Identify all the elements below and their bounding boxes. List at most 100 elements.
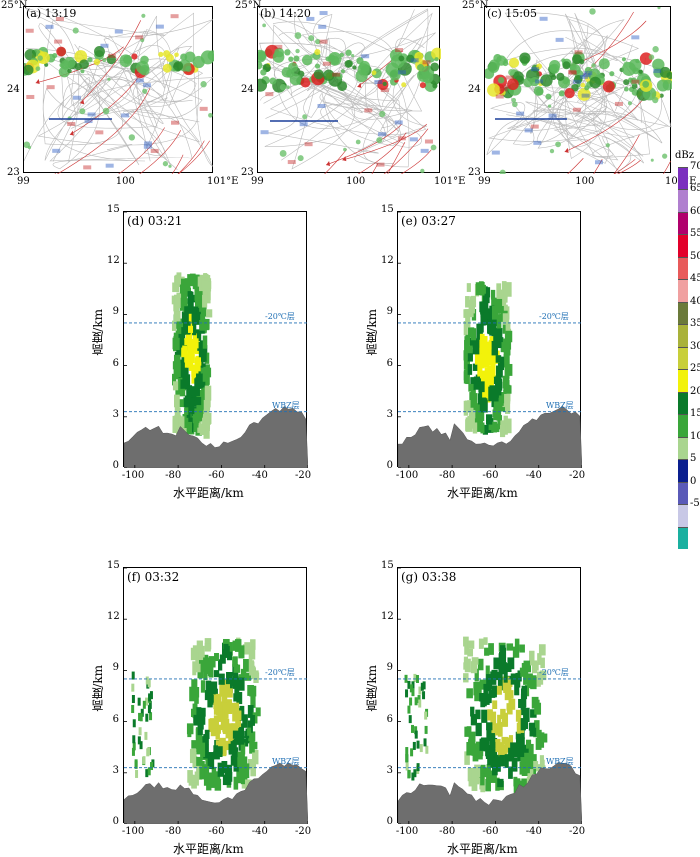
y-tick-f-5: 15	[107, 560, 120, 571]
colorbar-label: 35	[690, 318, 700, 330]
y-tick-g-1: 3	[386, 764, 393, 776]
ref-label-wbz-g: WBZ层	[546, 756, 574, 766]
lon-tick-c-0: 99	[478, 176, 491, 187]
map-label-a: (a) 13:19	[26, 7, 77, 20]
y-axis-label-d: 高度/km	[91, 309, 105, 356]
map-plot-b	[258, 8, 441, 174]
lat-mid-c: 24	[468, 83, 481, 95]
colorbar-segment	[678, 436, 688, 460]
y-tick-g-3: 9	[386, 662, 393, 674]
colorbar-segment	[678, 346, 688, 370]
x-axis-label-e: 水平距离/km	[447, 486, 518, 500]
colorbar-segment	[678, 481, 688, 505]
lat-mid-b: 24	[241, 83, 254, 95]
colorbar-label: 45	[690, 273, 700, 285]
map-panel-b	[257, 6, 441, 174]
section-label-g: (g) 03:38	[401, 570, 457, 584]
y-tick-f-4: 12	[107, 611, 120, 623]
colorbar-label: 55	[690, 228, 700, 240]
lat-bot-c: 23	[468, 167, 481, 178]
y-tick-g-0: 0	[386, 816, 393, 827]
y-tick-f-1: 3	[112, 764, 119, 776]
x-tick-d-1: -80	[165, 470, 182, 481]
y-tick-g-5: 15	[381, 560, 394, 571]
ref-label-wbz-d: WBZ层	[272, 400, 300, 410]
y-axis-label-f: 高度/km	[91, 665, 105, 712]
lat-bot-b: 23	[241, 167, 254, 178]
x-tick-d-2: -60	[208, 470, 225, 481]
x-tick-e-2: -60	[482, 470, 499, 481]
x-tick-d-3: -40	[251, 470, 268, 481]
y-tick-e-1: 3	[386, 408, 393, 420]
lon-tick-c-1: 100	[575, 176, 595, 187]
colorbar-label: 20	[690, 385, 700, 397]
x-tick-f-0: -100	[121, 826, 145, 837]
section-label-d: (d) 03:21	[127, 214, 183, 228]
colorbar-segment	[678, 279, 688, 303]
colorbar-label: 15	[690, 408, 700, 420]
x-tick-g-0: -100	[395, 826, 419, 837]
colorbar-label: 70	[690, 161, 700, 172]
y-tick-g-4: 12	[381, 611, 394, 623]
x-tick-f-3: -40	[251, 826, 268, 837]
colorbar-label: -5	[690, 498, 700, 510]
colorbar-unit: dBz	[675, 150, 695, 161]
ref-label-minus20-g: -20℃层	[539, 667, 569, 677]
colorbar-segment	[678, 526, 688, 550]
colorbar-segment	[678, 301, 688, 325]
section-panel-d	[123, 211, 308, 468]
section-panel-g	[397, 567, 582, 824]
colorbar-label: 30	[690, 340, 700, 352]
colorbar-segment	[678, 189, 688, 213]
ref-label-minus20-e: -20℃层	[539, 311, 569, 321]
map-plot-a	[24, 7, 214, 174]
lat-bot-a: 23	[7, 167, 20, 178]
colorbar-label: 25	[690, 363, 700, 375]
colorbar-segment	[678, 167, 688, 190]
y-tick-f-2: 6	[112, 713, 119, 725]
lat-top-c: 25°N	[462, 0, 489, 11]
y-axis-label-g: 高度/km	[365, 665, 379, 712]
colorbar-segment	[678, 504, 688, 528]
y-tick-d-1: 3	[112, 408, 119, 420]
y-tick-e-5: 15	[381, 204, 394, 215]
section-plot-e	[398, 212, 582, 468]
y-tick-d-2: 6	[112, 357, 119, 369]
lat-top-b: 25°N	[235, 0, 262, 11]
colorbar-segment	[678, 211, 688, 235]
colorbar-segment	[678, 391, 688, 415]
map-panel-c	[484, 6, 672, 174]
map-panel-a	[23, 6, 214, 174]
section-plot-f	[124, 568, 308, 824]
section-panel-f	[123, 567, 308, 824]
x-tick-g-1: -80	[439, 826, 456, 837]
x-tick-g-2: -60	[482, 826, 499, 837]
y-axis-label-e: 高度/km	[365, 309, 379, 356]
colorbar-segment	[678, 324, 688, 348]
colorbar-segment	[678, 256, 688, 280]
x-tick-d-0: -100	[121, 470, 145, 481]
colorbar-label: 5	[690, 453, 697, 465]
colorbar-segment	[678, 459, 688, 483]
lat-top-a: 25°N	[1, 0, 28, 11]
x-tick-d-4: -20	[295, 470, 312, 481]
lon-tick-a-2: 101°E	[207, 176, 239, 187]
y-tick-e-0: 0	[386, 460, 393, 471]
colorbar-label: 0	[690, 475, 697, 487]
y-tick-d-0: 0	[112, 460, 119, 471]
x-tick-f-1: -80	[165, 826, 182, 837]
section-label-e: (e) 03:27	[401, 214, 456, 228]
reflectivity-colorbar	[678, 167, 688, 550]
x-axis-label-g: 水平距离/km	[447, 842, 518, 856]
y-tick-f-0: 0	[112, 816, 119, 827]
section-plot-d	[124, 212, 308, 468]
lon-tick-a-1: 100	[115, 176, 135, 187]
colorbar-segment	[678, 414, 688, 438]
colorbar-segment	[678, 369, 688, 393]
y-tick-d-4: 12	[107, 255, 120, 267]
colorbar-label: 65	[690, 183, 700, 195]
lon-tick-b-1: 100	[346, 176, 366, 187]
x-tick-e-1: -80	[439, 470, 456, 481]
x-axis-label-f: 水平距离/km	[173, 842, 244, 856]
x-tick-e-0: -100	[395, 470, 419, 481]
